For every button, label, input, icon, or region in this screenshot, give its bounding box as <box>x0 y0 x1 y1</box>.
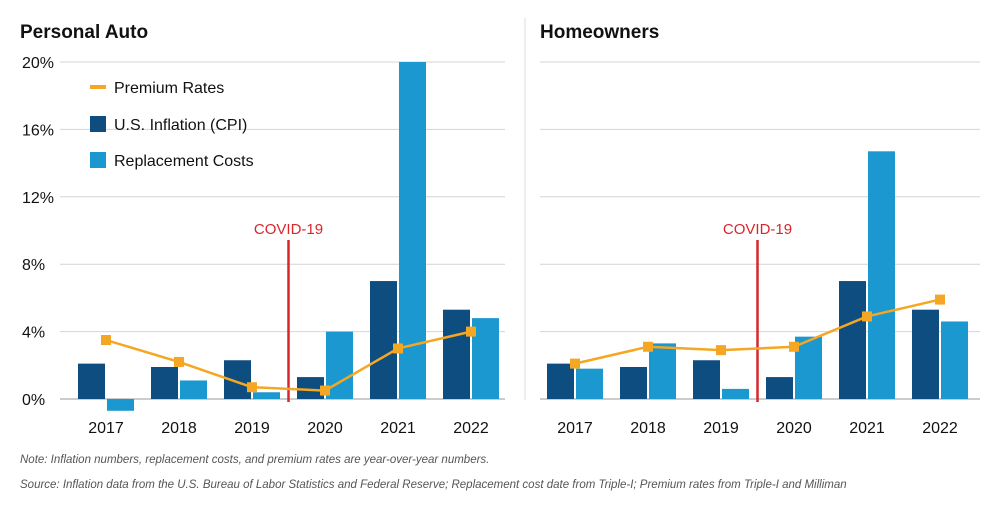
bar-cpi-2021 <box>839 281 866 399</box>
x-tick-label: 2017 <box>88 420 124 437</box>
x-tick-label: 2022 <box>922 420 958 437</box>
premium-point-2018 <box>174 356 184 367</box>
bar-replacement-2017 <box>107 399 134 411</box>
premium-rates-line <box>105 330 472 392</box>
y-tick-label: 12% <box>22 190 54 207</box>
bar-cpi-2020 <box>297 377 324 399</box>
x-tick-label: 2020 <box>307 420 343 437</box>
premium-point-2021 <box>862 311 872 322</box>
bar-replacement-2017 <box>576 368 603 399</box>
x-tick-label: 2018 <box>161 420 197 437</box>
bar-replacement-2018 <box>180 380 207 399</box>
bar-cpi-2022 <box>912 309 939 399</box>
premium-point-2022 <box>935 294 945 305</box>
x-tick-label: 2017 <box>557 420 593 437</box>
premium-rates-line <box>574 298 941 365</box>
bar-cpi-2022 <box>443 309 470 399</box>
premium-point-2020 <box>320 385 330 396</box>
bar-cpi-2017 <box>547 363 574 399</box>
chart-note: Note: Inflation numbers, replacement cos… <box>20 454 490 466</box>
x-tick-label: 2019 <box>234 420 270 437</box>
premium-point-2021 <box>393 343 403 354</box>
bar-replacement-2019 <box>722 388 749 399</box>
bar-replacement-2018 <box>649 343 676 399</box>
legend-swatch-cpi <box>90 116 106 132</box>
y-tick-label: 4% <box>22 325 45 342</box>
bar-replacement-2021 <box>868 151 895 399</box>
x-tick-label: 2018 <box>630 420 666 437</box>
panel-homeowners: Homeowners 2017 2018 2019 2020 2021 2022 COVID-… <box>540 22 980 437</box>
legend-label: Premium Rates <box>114 80 224 97</box>
legend-swatch-replacement <box>90 152 106 168</box>
premium-point-2019 <box>247 382 257 393</box>
premium-point-2017 <box>570 358 580 369</box>
premium-point-2022 <box>466 326 476 337</box>
y-tick-label: 8% <box>22 257 45 274</box>
panel-personal-auto: Personal Auto 0% 4% 8% 12% 16% 20% 2017 2018 2019… <box>20 22 505 437</box>
legend-label: Replacement Costs <box>114 153 254 170</box>
bar-cpi-2020 <box>766 377 793 399</box>
bar-cpi-2021 <box>370 281 397 399</box>
x-tick-label: 2019 <box>703 420 739 437</box>
y-tick-label: 16% <box>22 122 54 139</box>
premium-point-2020 <box>789 341 799 352</box>
x-tick-label: 2020 <box>776 420 812 437</box>
bar-cpi-2019 <box>693 360 720 399</box>
covid-label: COVID-19 <box>723 221 792 238</box>
panel-title: Personal Auto <box>20 22 148 43</box>
premium-point-2019 <box>716 345 726 356</box>
x-tick-label: 2021 <box>849 420 885 437</box>
premium-point-2018 <box>643 341 653 352</box>
covid-label: COVID-19 <box>254 221 323 238</box>
bar-cpi-2018 <box>620 366 647 399</box>
legend: Premium Rates U.S. Inflation (CPI) Replace… <box>90 80 254 170</box>
bar-replacement-2019 <box>253 392 280 399</box>
insurance-inflation-chart: Personal Auto 0% 4% 8% 12% 16% 20% 2017 2018 2019… <box>20 18 980 437</box>
y-tick-label: 0% <box>22 392 45 409</box>
bar-replacement-2022 <box>472 318 499 399</box>
x-tick-label: 2022 <box>453 420 489 437</box>
legend-label: U.S. Inflation (CPI) <box>114 117 247 134</box>
chart-source: Source: Inflation data from the U.S. Bur… <box>20 479 847 491</box>
bar-cpi-2017 <box>78 363 105 399</box>
x-tick-label: 2021 <box>380 420 416 437</box>
bar-cpi-2018 <box>151 366 178 399</box>
premium-point-2017 <box>101 335 111 346</box>
bar-replacement-2020 <box>795 336 822 399</box>
panel-title: Homeowners <box>540 22 659 43</box>
y-tick-label: 20% <box>22 55 54 72</box>
bar-replacement-2022 <box>941 321 968 399</box>
